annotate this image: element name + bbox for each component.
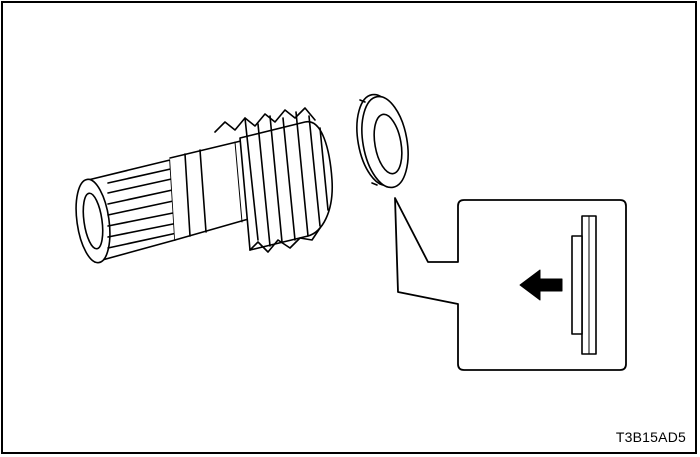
figure-code-label: T3B15AD5 bbox=[615, 429, 686, 445]
detail-callout-icon bbox=[394, 197, 627, 371]
helical-gear-shaft-icon bbox=[75, 107, 333, 264]
direction-arrow-icon bbox=[519, 269, 563, 301]
thrust-washer-icon bbox=[356, 93, 409, 189]
